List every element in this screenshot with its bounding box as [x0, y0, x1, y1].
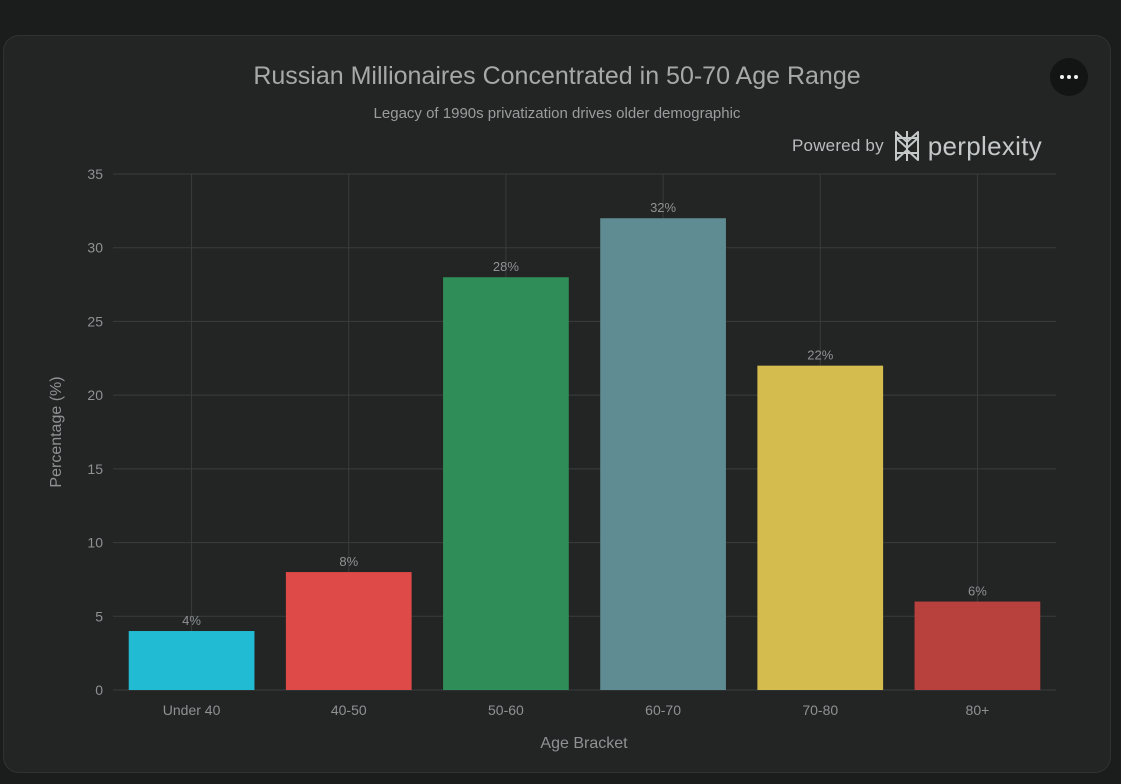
bar-80-: [914, 601, 1041, 690]
y-tick-label: 25: [87, 313, 103, 329]
perplexity-wordmark: perplexity: [927, 130, 1043, 161]
bar-40-50: [285, 572, 412, 690]
grid-lines: [113, 173, 1056, 691]
y-axis-title: Percentage (%): [48, 376, 65, 487]
bar-70-80: [757, 365, 884, 690]
y-tick-label: 15: [87, 461, 103, 477]
y-tick-label: 0: [95, 682, 103, 698]
y-tick-label: 20: [87, 387, 103, 403]
y-axis-ticks: 0 5 10 15 20 25 30 35: [87, 166, 103, 698]
data-label: 8%: [339, 554, 358, 569]
data-label: 22%: [807, 348, 833, 363]
more-options-button[interactable]: [1050, 58, 1088, 96]
data-label: 4%: [182, 613, 201, 628]
data-labels: 4% 8% 28% 32% 22% 6%: [182, 200, 987, 628]
x-tick-label: 40-50: [331, 702, 367, 718]
y-tick-label: 5: [95, 608, 103, 624]
x-tick-label: 80+: [966, 702, 990, 718]
powered-by-label: Powered by: [792, 136, 884, 155]
y-tick-label: 35: [87, 166, 103, 182]
x-axis-title: Age Bracket: [540, 735, 628, 752]
x-tick-label: Under 40: [163, 702, 221, 718]
chart-subtitle: Legacy of 1990s privatization drives old…: [374, 105, 741, 122]
data-label: 32%: [650, 200, 676, 215]
x-tick-label: 50-60: [488, 702, 524, 718]
data-label: 6%: [968, 584, 987, 599]
powered-by-brand[interactable]: Powered by perplexity: [792, 126, 1042, 166]
chart-title: Russian Millionaires Concentrated in 50-…: [253, 62, 860, 90]
bar-60-70: [600, 218, 726, 690]
x-axis-ticks: Under 40 40-50 50-60 60-70 70-80 80+: [163, 702, 990, 718]
x-tick-label: 70-80: [802, 702, 838, 718]
more-horizontal-icon: [1060, 75, 1064, 79]
y-tick-label: 10: [87, 535, 103, 551]
y-tick-label: 30: [87, 240, 103, 256]
bar-under-40: [128, 631, 255, 690]
bar-50-60: [443, 277, 569, 690]
perplexity-logo-icon: [894, 131, 919, 161]
data-label: 28%: [493, 259, 519, 274]
bars: [128, 218, 1041, 690]
x-tick-label: 60-70: [645, 702, 681, 718]
